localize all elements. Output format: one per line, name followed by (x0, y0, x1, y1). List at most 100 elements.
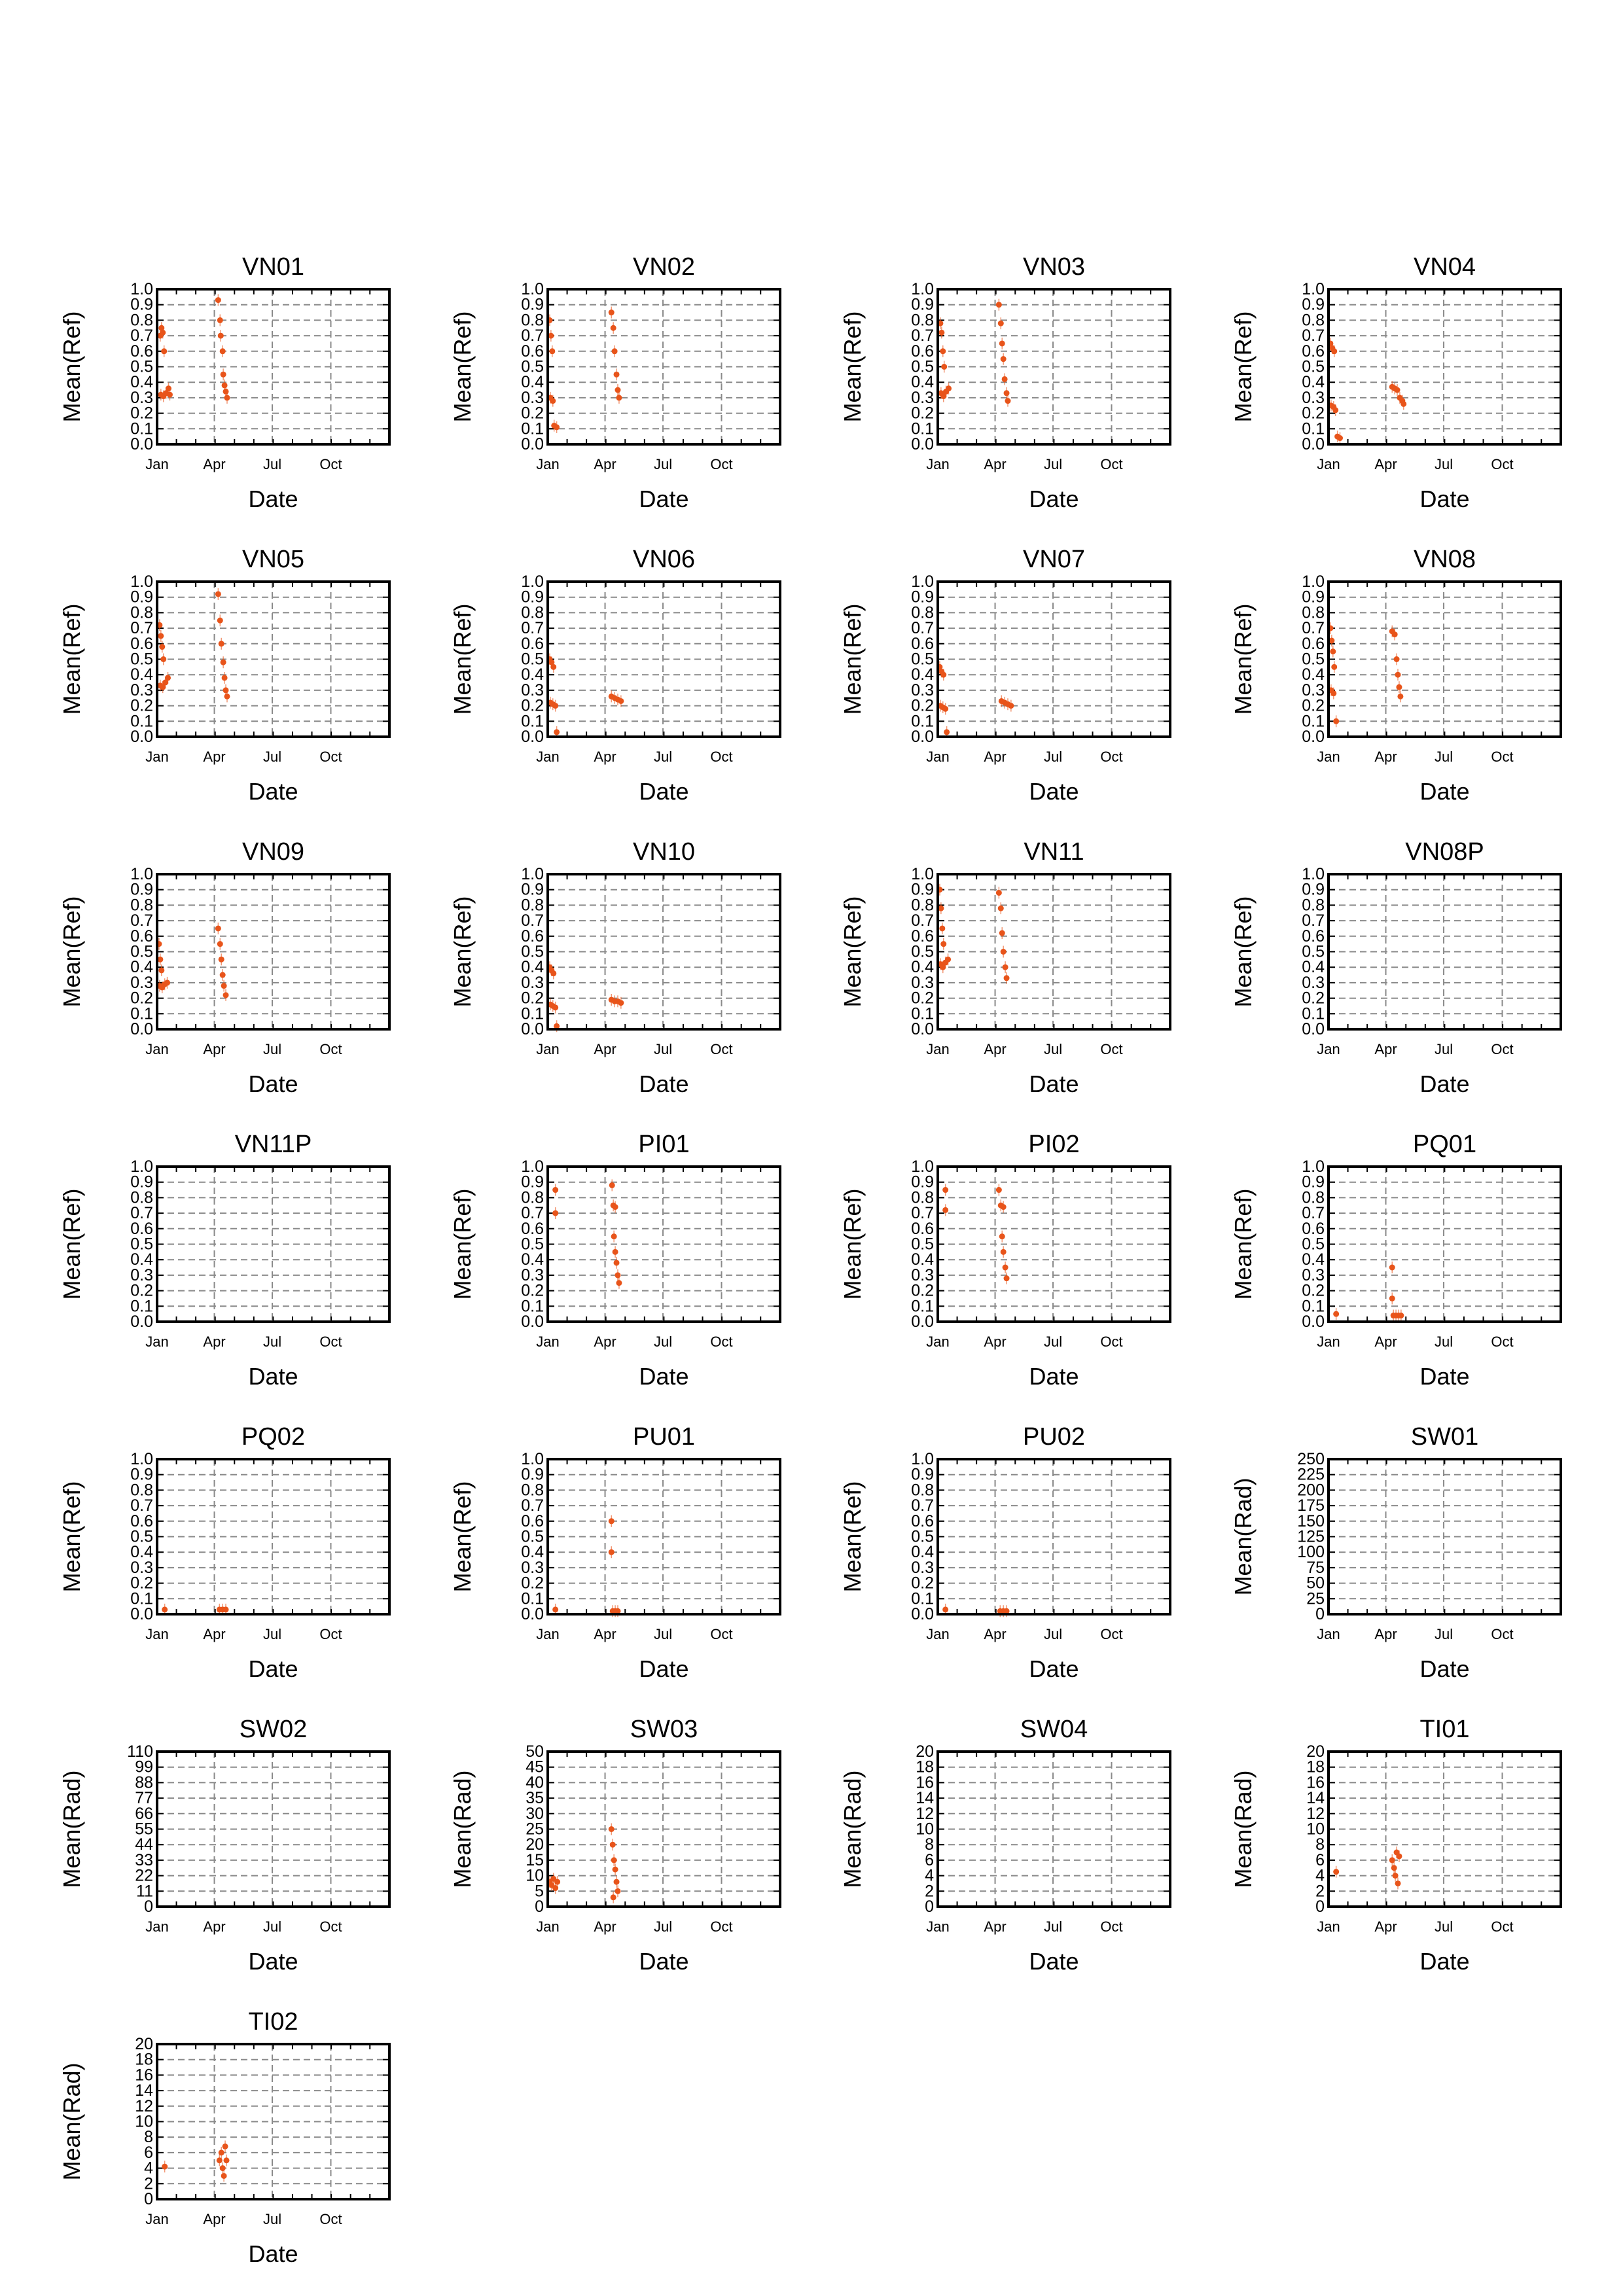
y-axis-label: Mean(Rad) (839, 1770, 866, 1888)
data-point (995, 302, 1002, 308)
y-tick-label: 0.9 (1302, 296, 1325, 314)
y-tick-label: 0.3 (1302, 974, 1325, 992)
data-point (608, 309, 615, 316)
data-point (223, 992, 229, 998)
subplot-vn11: VN11 0.00.10.20.30.40.50.60.70.80.91.0 Jan… (839, 838, 1171, 1097)
data-point (608, 1549, 615, 1555)
y-axis-label: Mean(Rad) (449, 1770, 476, 1888)
data-point (223, 2157, 230, 2164)
y-tick-label: 0.1 (130, 1589, 153, 1608)
y-axis-label: Mean(Ref) (449, 1481, 476, 1592)
y-tick-label: 0.4 (1302, 1250, 1325, 1269)
y-tick-label: 18 (916, 1758, 934, 1776)
plot-frame (156, 288, 391, 446)
data-point (160, 656, 167, 662)
y-tick-label: 100 (1297, 1543, 1325, 1561)
x-axis-label: Date (639, 1363, 688, 1390)
data-point (1393, 656, 1400, 662)
y-tick-label: 0.2 (130, 697, 153, 715)
x-tick-label: Jul (1435, 1333, 1453, 1350)
data-point (223, 388, 229, 395)
data-point (942, 705, 949, 712)
y-tick-label: 0.7 (521, 1204, 544, 1222)
y-tick-label: 0.2 (521, 1282, 544, 1300)
subplot-vn09: VN09 0.00.10.20.30.40.50.60.70.80.91.0 Jan… (58, 838, 391, 1097)
y-tick-label: 0.5 (521, 650, 544, 669)
y-tick-label: 0.2 (130, 404, 153, 423)
plot-frame (546, 580, 781, 738)
y-tick-label: 4 (144, 2159, 153, 2178)
data-point (1001, 376, 1008, 382)
y-tick-label: 0.3 (130, 681, 153, 699)
y-tick-label: 0.5 (521, 1528, 544, 1546)
y-axis-label: Mean(Ref) (1230, 603, 1257, 715)
x-tick-label: Jul (1435, 749, 1453, 765)
y-tick-label: 0.2 (130, 1574, 153, 1593)
plot-frame (546, 1458, 781, 1616)
plot-title: PQ01 (1413, 1131, 1476, 1158)
data-point (217, 941, 223, 947)
y-tick-label: 0.3 (130, 1559, 153, 1577)
subplot-vn01: VN01 0.00.10.20.30.40.50.60.70.80.91.0 Jan… (58, 253, 391, 512)
data-point (615, 1608, 621, 1614)
data-point (999, 1233, 1005, 1240)
data-point (613, 1260, 620, 1266)
data-point (615, 1888, 621, 1894)
plot-frame (936, 873, 1171, 1031)
x-tick-label: Jan (1317, 1333, 1340, 1350)
y-tick-label: 0.1 (911, 419, 934, 438)
y-axis-label: Mean(Ref) (839, 311, 866, 422)
y-tick-label: 0.4 (1302, 958, 1325, 976)
x-axis-label: Date (1419, 1655, 1469, 1682)
y-tick-label: 8 (1315, 1835, 1325, 1854)
plot-title: VN01 (242, 253, 304, 281)
y-tick-label: 5 (535, 1882, 544, 1900)
y-tick-label: 0.6 (911, 342, 934, 361)
x-tick-label: Oct (710, 1041, 732, 1057)
x-tick-label: Apr (594, 1041, 616, 1057)
y-tick-label: 0.3 (130, 974, 153, 992)
y-tick-label: 4 (925, 1867, 934, 1885)
y-tick-label: 0.1 (521, 712, 544, 730)
y-tick-label: 1.0 (130, 865, 153, 883)
y-tick-label: 0.9 (130, 881, 153, 899)
x-axis-label: Date (1029, 1070, 1079, 1097)
subplot-pi02: PI02 0.00.10.20.30.40.50.60.70.80.91.0 Jan… (839, 1131, 1171, 1390)
data-point (618, 1000, 624, 1006)
y-tick-label: 110 (127, 1742, 153, 1761)
data-point (224, 395, 230, 401)
y-axis-label: Mean(Rad) (58, 1770, 85, 1888)
subplot-vn03: VN03 0.00.10.20.30.40.50.60.70.80.91.0 Jan… (839, 253, 1171, 512)
data-point (1331, 348, 1338, 355)
x-tick-label: Oct (319, 1626, 342, 1642)
y-tick-label: 0.0 (911, 1020, 934, 1038)
x-tick-label: Apr (594, 456, 616, 472)
plot-title: PQ02 (241, 1423, 305, 1451)
x-tick-label: Jul (263, 1333, 281, 1350)
data-point (942, 1207, 949, 1213)
x-tick-label: Oct (319, 1918, 342, 1935)
x-axis-label: Date (1419, 778, 1469, 805)
y-tick-label: 0.4 (521, 958, 544, 976)
x-tick-label: Jul (1044, 1333, 1062, 1350)
data-point (221, 2172, 227, 2179)
subplot-pu01: PU01 0.00.10.20.30.40.50.60.70.80.91.0 Jan… (449, 1423, 781, 1682)
y-tick-label: 0.3 (130, 389, 153, 407)
data-point (1003, 390, 1010, 397)
data-point (222, 2143, 228, 2149)
y-tick-label: 0.0 (521, 1605, 544, 1623)
y-tick-label: 0.0 (521, 435, 544, 453)
y-tick-label: 0.6 (130, 1220, 153, 1238)
y-tick-label: 44 (135, 1835, 153, 1854)
data-point (1003, 1608, 1010, 1614)
data-point (610, 325, 616, 331)
x-tick-label: Jul (1044, 456, 1062, 472)
plot-frame (936, 1750, 1171, 1908)
y-tick-label: 0.5 (911, 650, 934, 669)
y-tick-label: 0.8 (130, 896, 153, 914)
data-point (613, 371, 620, 378)
y-tick-label: 40 (526, 1773, 544, 1792)
x-tick-label: Oct (710, 749, 732, 765)
y-tick-label: 0.4 (911, 373, 934, 391)
data-point (942, 1606, 949, 1613)
